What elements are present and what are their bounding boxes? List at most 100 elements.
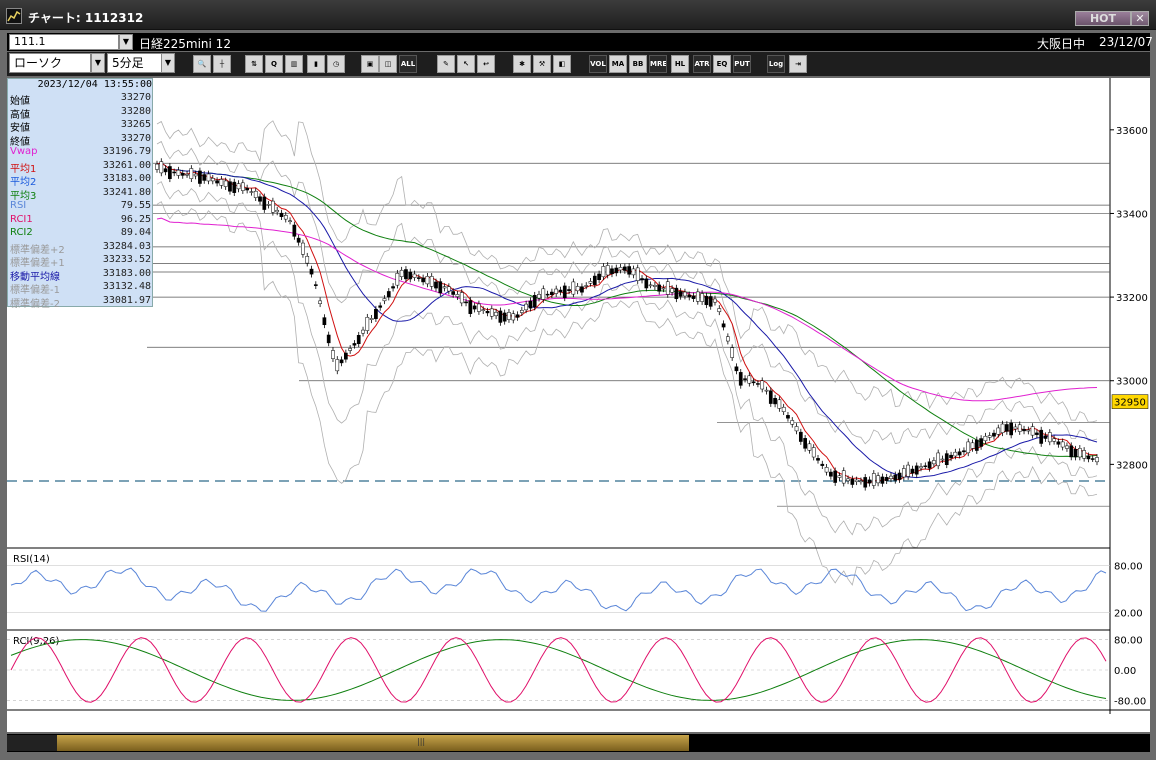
candle-body bbox=[738, 372, 743, 386]
pen-button[interactable]: ✎ bbox=[437, 55, 455, 73]
ind-mre-button[interactable]: MRE bbox=[649, 55, 667, 73]
candle-body bbox=[966, 441, 971, 454]
candle-body bbox=[1095, 457, 1099, 463]
bars-button[interactable]: ▥ bbox=[285, 55, 303, 73]
candle-body bbox=[987, 435, 992, 438]
candle-button[interactable]: ▮ bbox=[307, 55, 325, 73]
ohlc-row: 標準偏差+1 33233.52 bbox=[8, 254, 154, 269]
hot-button[interactable]: HOT bbox=[1075, 11, 1131, 26]
zoom-button[interactable]: 🔍 bbox=[193, 55, 211, 73]
bollinger-band-line bbox=[156, 201, 1098, 586]
candle-body bbox=[468, 300, 473, 314]
scroll-track[interactable] bbox=[7, 735, 57, 751]
candle-body bbox=[292, 224, 297, 237]
undo-button[interactable]: ↩ bbox=[477, 55, 495, 73]
candle-body bbox=[953, 451, 958, 457]
candle-body bbox=[219, 179, 224, 186]
candle-body bbox=[502, 312, 507, 322]
candle-body bbox=[713, 298, 717, 303]
candle-body bbox=[957, 451, 962, 456]
buy-sell-button[interactable]: ⇅ bbox=[245, 55, 263, 73]
candle-body bbox=[215, 180, 219, 184]
window-title: チャート: 1112312 bbox=[28, 11, 144, 25]
candle-body bbox=[369, 318, 374, 320]
scroll-thumb[interactable]: ||| bbox=[57, 735, 689, 751]
search-button[interactable]: Q bbox=[265, 55, 283, 73]
ohlc-row: 安値 33265 bbox=[8, 119, 154, 134]
candle-body bbox=[610, 268, 614, 275]
candle-body bbox=[253, 190, 258, 198]
candle-body bbox=[550, 291, 554, 295]
log-button[interactable]: Log bbox=[767, 55, 785, 73]
candle-body bbox=[820, 463, 825, 466]
candle-body bbox=[927, 461, 932, 469]
candle-body bbox=[623, 266, 627, 271]
candle-body bbox=[374, 308, 378, 319]
candle-body bbox=[266, 204, 271, 206]
chart-type-select[interactable]: ローソク bbox=[9, 53, 91, 73]
close-button[interactable]: ✕ bbox=[1131, 11, 1149, 26]
candle-body bbox=[880, 476, 885, 484]
color-button[interactable]: ◧ bbox=[553, 55, 571, 73]
candle-body bbox=[760, 380, 765, 390]
symbol-dropdown-icon[interactable]: ▼ bbox=[119, 34, 133, 50]
exit-button[interactable]: ⇥ bbox=[789, 55, 807, 73]
candle-body bbox=[700, 293, 704, 302]
candle-body bbox=[764, 389, 769, 392]
candle-body bbox=[730, 347, 735, 358]
chart-area[interactable]: 33600 33400 33200 33000 32800 32950 RSI(14) 80.… bbox=[7, 78, 1150, 732]
candle-body bbox=[605, 265, 610, 276]
ind-put-button[interactable]: PUT bbox=[733, 55, 751, 73]
candle-body bbox=[798, 431, 803, 442]
candle-body bbox=[365, 317, 370, 331]
candle-body bbox=[438, 281, 443, 294]
timeframe-dropdown-icon[interactable]: ▼ bbox=[161, 53, 175, 73]
rci2-line bbox=[10, 639, 1107, 701]
candle-body bbox=[223, 180, 228, 187]
candle-body bbox=[571, 281, 576, 295]
time-scrollbar[interactable]: ||| bbox=[7, 734, 1150, 752]
candle-body bbox=[249, 191, 254, 193]
wrench-button[interactable]: ⚒ bbox=[533, 55, 551, 73]
candle-body bbox=[421, 277, 425, 283]
candle-body bbox=[657, 284, 662, 292]
chart-canvas[interactable]: 33600 33400 33200 33000 32800 32950 RSI(14) 80.… bbox=[7, 78, 1150, 714]
arrow-button[interactable]: ↖ bbox=[457, 55, 475, 73]
all-button[interactable]: ALL bbox=[399, 55, 417, 73]
tool-button[interactable]: ✱ bbox=[513, 55, 531, 73]
candle-body bbox=[631, 268, 636, 276]
bracket-button[interactable]: ◫ bbox=[379, 55, 397, 73]
cursor-button[interactable]: ┼ bbox=[213, 55, 231, 73]
candle-body bbox=[210, 178, 215, 182]
symbol-input[interactable]: 111.1 bbox=[9, 34, 119, 50]
chart-type-dropdown-icon[interactable]: ▼ bbox=[91, 53, 105, 73]
candle-body bbox=[704, 295, 709, 306]
candle-body bbox=[240, 182, 245, 191]
candle-body bbox=[841, 470, 846, 484]
candle-body bbox=[1005, 424, 1009, 432]
candle-body bbox=[846, 478, 850, 482]
ohlc-row: 標準偏差+2 33284.03 bbox=[8, 241, 154, 256]
ohlc-label: 標準偏差-1 bbox=[10, 285, 60, 296]
box-button[interactable]: ▣ bbox=[361, 55, 379, 73]
timeframe-select[interactable]: 5分足 bbox=[107, 53, 163, 73]
ind-atr-button[interactable]: ATR bbox=[693, 55, 711, 73]
candle-body bbox=[180, 172, 185, 176]
candle-body bbox=[1069, 445, 1074, 458]
ind-vol-button[interactable]: VOL bbox=[589, 55, 607, 73]
candle-body bbox=[382, 298, 387, 302]
rsi-panel-title: RSI(14) bbox=[13, 554, 50, 565]
ind-eq-button[interactable]: EQ bbox=[713, 55, 731, 73]
ind-hl-button[interactable]: HL bbox=[671, 55, 689, 73]
ind-ma-button[interactable]: MA bbox=[609, 55, 627, 73]
clock-button[interactable]: ◷ bbox=[327, 55, 345, 73]
candle-body bbox=[481, 309, 486, 311]
ohlc-value: 33183.00 bbox=[102, 173, 151, 184]
candle-body bbox=[833, 470, 838, 483]
ind-bb-button[interactable]: BB bbox=[629, 55, 647, 73]
candle-body bbox=[416, 277, 421, 279]
candle-body bbox=[790, 420, 795, 425]
candle-body bbox=[786, 415, 790, 419]
title-bar[interactable]: チャート: 1112312 HOT ✕ bbox=[0, 0, 1156, 30]
candle-body bbox=[558, 289, 563, 293]
